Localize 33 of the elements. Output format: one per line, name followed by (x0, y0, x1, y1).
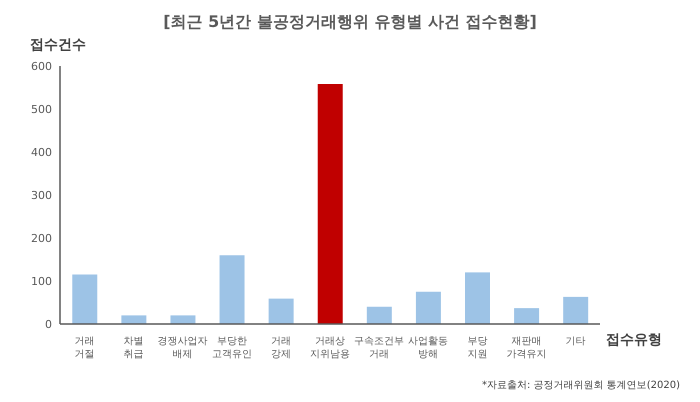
x-tick-label: 구속조건부 거래 (354, 336, 404, 360)
y-axis-title: 접수건수 (30, 36, 86, 54)
bar (416, 292, 441, 324)
x-tick-label: 부당한 고객유인 (212, 336, 252, 360)
y-tick-label: 400 (31, 146, 52, 159)
x-tick-label: 부당 지원 (467, 336, 488, 360)
bar (563, 296, 588, 324)
chart-title: [최근 5년간 불공정거래행위 유형별 사건 접수현황] (162, 12, 538, 33)
x-tick-label: 거래 강제 (270, 336, 291, 360)
text: *자료출처: 공정거래위원회 통계연보(2020) (482, 379, 680, 392)
y-tick-label: 200 (31, 232, 52, 245)
y-tick-label: 300 (31, 188, 52, 202)
y-tick-label: 100 (31, 274, 52, 288)
y-tick-label: 0 (45, 318, 52, 331)
bar (318, 84, 343, 324)
x-tick-label: 사업활동 방해 (408, 336, 448, 360)
bar (465, 272, 490, 324)
x-tick-label: 재판매 가격유지 (506, 336, 546, 360)
bar (170, 315, 196, 324)
y-tick-label: 500 (31, 102, 52, 116)
x-tick-label: 차별 취급 (124, 336, 144, 360)
x-axis-title: 접수유형 (606, 331, 662, 349)
bar (268, 298, 294, 324)
bar (514, 308, 540, 324)
x-tick-label: 거래 거절 (74, 336, 95, 360)
x-tick-label: 기타 (565, 336, 586, 347)
bar (72, 274, 98, 324)
bar (220, 255, 245, 324)
x-tick-label: 거래상 지위남용 (310, 336, 350, 360)
bar (366, 306, 392, 324)
bar (121, 315, 146, 324)
y-tick-label: 600 (31, 60, 52, 73)
x-tick-label: 경쟁사업자 배제 (158, 336, 208, 360)
